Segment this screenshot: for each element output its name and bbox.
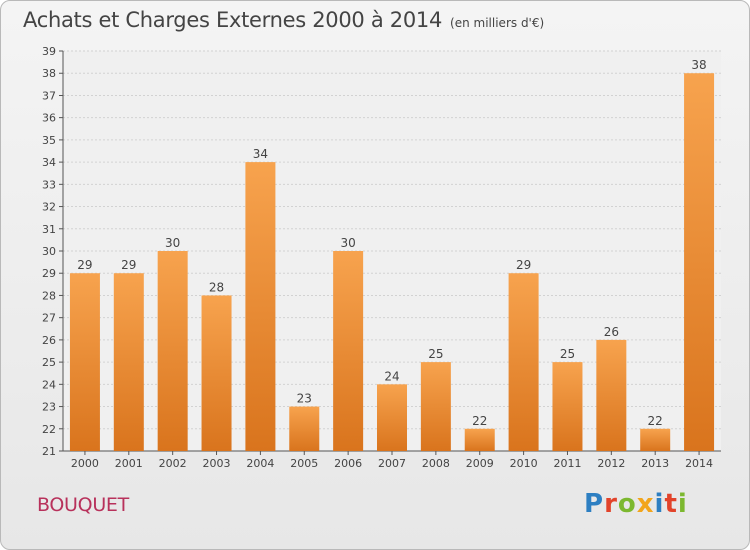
bar-value-label: 23 bbox=[297, 392, 312, 406]
y-tick-label: 30 bbox=[42, 245, 56, 258]
bar bbox=[245, 162, 276, 451]
y-tick-label: 33 bbox=[42, 178, 56, 191]
proxiti-logo: Proxiti bbox=[584, 489, 688, 519]
bar bbox=[640, 428, 671, 451]
bar bbox=[157, 251, 188, 451]
x-tick-label: 2014 bbox=[685, 457, 713, 470]
x-tick-labels: 2000 2001 2002 2003 2004 2005 2006 2007 2008 2009… bbox=[71, 457, 713, 470]
y-tick-label: 32 bbox=[42, 201, 56, 214]
y-tick-label: 22 bbox=[42, 423, 56, 436]
bar-value-label: 24 bbox=[384, 369, 399, 383]
logo-letter: t bbox=[664, 489, 678, 519]
logo-letter: P bbox=[584, 489, 605, 519]
logo-letter: i bbox=[677, 489, 688, 519]
bar bbox=[464, 428, 495, 451]
y-tick-label: 38 bbox=[42, 67, 56, 80]
logo-letter: i bbox=[654, 489, 665, 519]
bar bbox=[289, 406, 320, 451]
x-tick-label: 2004 bbox=[246, 457, 274, 470]
bar bbox=[596, 339, 627, 451]
bar bbox=[684, 73, 715, 451]
y-tick-label: 27 bbox=[42, 312, 56, 325]
x-tick-label: 2003 bbox=[203, 457, 231, 470]
chart-title-block: Achats et Charges Externes 2000 à 2014 (e… bbox=[23, 8, 544, 32]
bar-value-label: 22 bbox=[648, 414, 663, 428]
bar-value-label: 25 bbox=[428, 347, 443, 361]
x-tick-label: 2001 bbox=[115, 457, 143, 470]
x-tick-label: 2012 bbox=[597, 457, 625, 470]
chart-unit: (en milliers d'€) bbox=[450, 16, 545, 30]
y-tick-label: 39 bbox=[42, 45, 56, 58]
bar bbox=[333, 251, 364, 451]
x-tick-label: 2000 bbox=[71, 457, 99, 470]
bar bbox=[69, 273, 100, 451]
bar-value-label: 29 bbox=[121, 258, 136, 272]
y-tick-label: 35 bbox=[42, 134, 56, 147]
x-tick-label: 2008 bbox=[422, 457, 450, 470]
x-tick-label: 2009 bbox=[466, 457, 494, 470]
logo-letter: o bbox=[617, 489, 637, 519]
x-tick-label: 2005 bbox=[290, 457, 318, 470]
bar-value-label: 38 bbox=[691, 58, 706, 72]
bar-value-label: 22 bbox=[472, 414, 487, 428]
bar-value-label: 34 bbox=[253, 147, 268, 161]
bar-value-label: 25 bbox=[560, 347, 575, 361]
bar bbox=[377, 384, 407, 451]
y-tick-label: 24 bbox=[42, 378, 56, 391]
bar-value-label: 29 bbox=[77, 258, 92, 272]
logo-letter: r bbox=[604, 489, 618, 519]
bar-value-label: 26 bbox=[604, 325, 619, 339]
x-tick-label: 2006 bbox=[334, 457, 362, 470]
y-tick-label: 37 bbox=[42, 89, 56, 102]
x-tick-label: 2007 bbox=[378, 457, 406, 470]
commune-name: BOUQUET bbox=[37, 494, 129, 516]
logo-letter: x bbox=[636, 489, 655, 519]
bar bbox=[508, 273, 539, 451]
bar bbox=[552, 362, 583, 451]
y-tick-label: 26 bbox=[42, 334, 56, 347]
bar-value-label: 30 bbox=[165, 236, 180, 250]
bar-value-label: 30 bbox=[340, 236, 355, 250]
y-tick-label: 23 bbox=[42, 401, 56, 414]
bar-value-label: 29 bbox=[516, 258, 531, 272]
bar bbox=[113, 273, 144, 451]
y-tick-label: 36 bbox=[42, 112, 56, 125]
bar-value-label: 28 bbox=[209, 280, 224, 294]
y-tick-label: 34 bbox=[42, 156, 56, 169]
y-tick-label: 21 bbox=[42, 445, 56, 458]
y-tick-label: 31 bbox=[42, 223, 56, 236]
y-tick-labels: 21 22 23 24 25 26 27 28 29 30 31 32 33 34 35 36 37 38 39 bbox=[42, 45, 56, 458]
x-tick-label: 2011 bbox=[553, 457, 581, 470]
bar bbox=[201, 295, 232, 451]
bar bbox=[420, 362, 451, 451]
x-tick-label: 2013 bbox=[641, 457, 669, 470]
y-tick-label: 28 bbox=[42, 289, 56, 302]
y-tick-label: 29 bbox=[42, 267, 56, 280]
chart-title: Achats et Charges Externes 2000 à 2014 bbox=[23, 8, 443, 32]
x-tick-label: 2010 bbox=[510, 457, 538, 470]
y-tick-label: 25 bbox=[42, 356, 56, 369]
bars: 29 29 30 28 34 23 30 24 25 22 29 25 26 22 38 bbox=[69, 58, 715, 451]
x-tick-label: 2002 bbox=[159, 457, 187, 470]
